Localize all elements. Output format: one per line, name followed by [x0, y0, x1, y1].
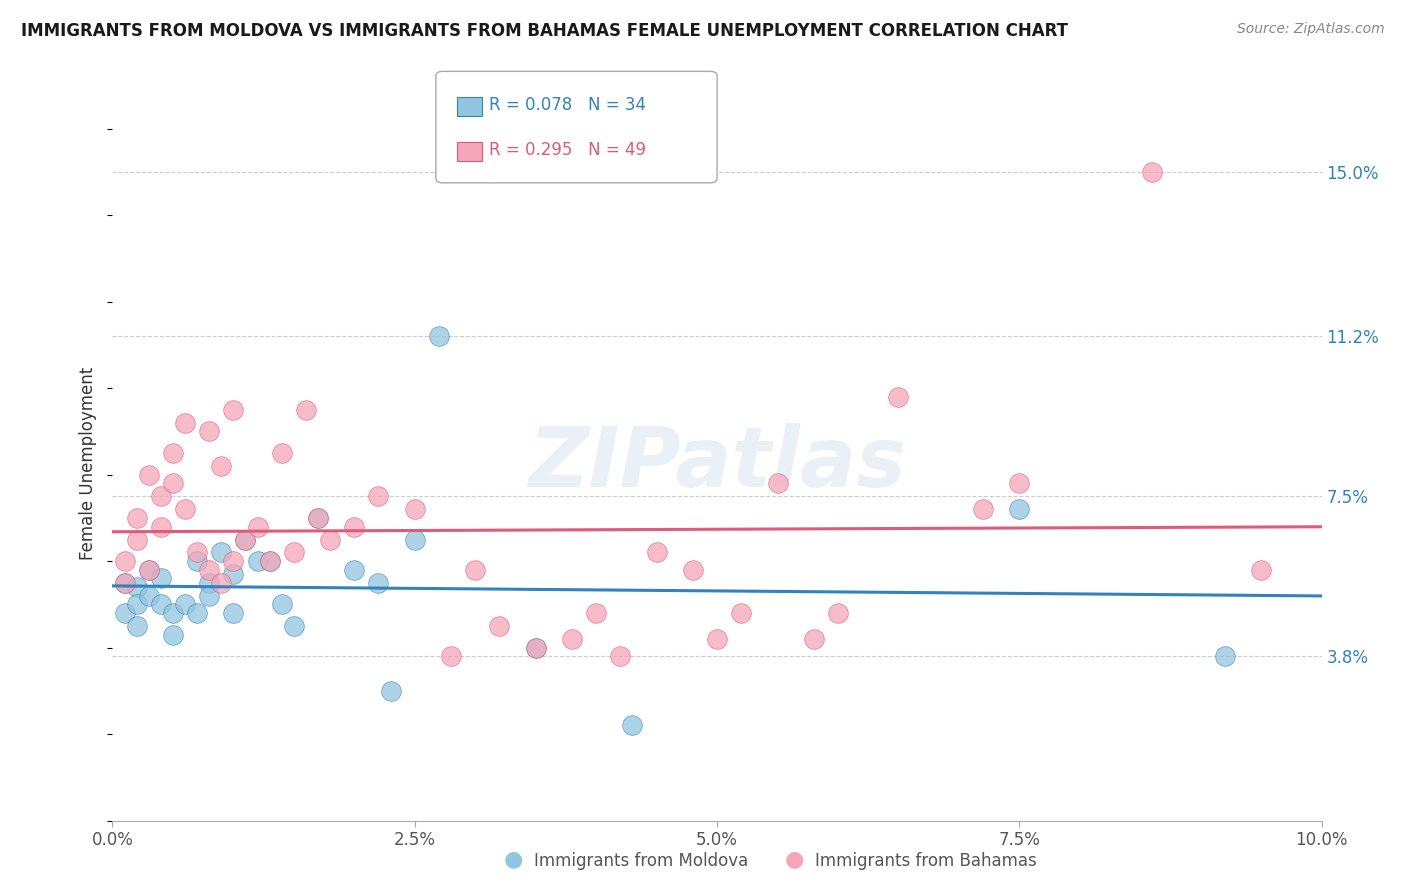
Text: ●: ● [503, 850, 523, 870]
Point [367, 575, 389, 590]
Point [174, 416, 197, 430]
Point [307, 511, 329, 525]
Point [1008, 476, 1031, 491]
Point [125, 533, 148, 547]
Point [198, 589, 221, 603]
Point [730, 606, 752, 620]
Point [186, 545, 208, 559]
Point [246, 554, 269, 568]
Point [198, 425, 221, 439]
Point [1142, 165, 1164, 179]
Point [283, 619, 305, 633]
Point [209, 575, 232, 590]
Text: ZIPatlas: ZIPatlas [529, 424, 905, 504]
Point [440, 649, 463, 664]
Point [138, 563, 160, 577]
Text: R = 0.295   N = 49: R = 0.295 N = 49 [489, 141, 647, 159]
Point [343, 519, 366, 533]
Text: IMMIGRANTS FROM MOLDOVA VS IMMIGRANTS FROM BAHAMAS FEMALE UNEMPLOYMENT CORRELATI: IMMIGRANTS FROM MOLDOVA VS IMMIGRANTS FR… [21, 22, 1069, 40]
Y-axis label: Female Unemployment: Female Unemployment [79, 368, 97, 560]
Point [149, 571, 172, 585]
Point [766, 476, 789, 491]
Point [524, 640, 547, 655]
Point [114, 554, 136, 568]
Point [149, 489, 172, 503]
Point [682, 563, 704, 577]
Point [283, 545, 305, 559]
Point [186, 606, 208, 620]
Text: R = 0.078   N = 34: R = 0.078 N = 34 [489, 95, 647, 113]
Point [585, 606, 607, 620]
Point [307, 511, 329, 525]
Point [114, 606, 136, 620]
Point [609, 649, 631, 664]
Point [524, 640, 547, 655]
Point [645, 545, 668, 559]
Text: Immigrants from Moldova: Immigrants from Moldova [534, 852, 748, 870]
Point [887, 390, 910, 404]
Text: ●: ● [785, 850, 804, 870]
Point [114, 575, 136, 590]
Point [125, 580, 148, 594]
Point [259, 554, 281, 568]
Point [404, 502, 426, 516]
Point [209, 458, 232, 473]
Point [209, 545, 232, 559]
Point [235, 533, 257, 547]
Point [464, 563, 486, 577]
Point [621, 718, 644, 732]
Point [343, 563, 366, 577]
Point [174, 502, 197, 516]
Point [162, 446, 184, 460]
Point [149, 598, 172, 612]
Point [259, 554, 281, 568]
Point [222, 606, 245, 620]
Point [162, 628, 184, 642]
Point [125, 619, 148, 633]
Point [295, 402, 318, 417]
Point [174, 598, 197, 612]
Point [427, 329, 450, 343]
Point [222, 554, 245, 568]
Point [149, 519, 172, 533]
Point [827, 606, 849, 620]
Point [367, 489, 389, 503]
Point [162, 476, 184, 491]
Point [319, 533, 342, 547]
Point [235, 533, 257, 547]
Point [270, 446, 292, 460]
Point [114, 575, 136, 590]
Text: Source: ZipAtlas.com: Source: ZipAtlas.com [1237, 22, 1385, 37]
Point [162, 606, 184, 620]
Point [488, 619, 510, 633]
Point [138, 563, 160, 577]
Point [1008, 502, 1031, 516]
Point [246, 519, 269, 533]
Point [222, 567, 245, 582]
Point [1250, 563, 1272, 577]
Point [380, 684, 402, 698]
Point [198, 563, 221, 577]
Point [404, 533, 426, 547]
Point [803, 632, 825, 646]
Point [1213, 649, 1236, 664]
Point [706, 632, 728, 646]
Point [270, 598, 292, 612]
Point [125, 598, 148, 612]
Point [972, 502, 994, 516]
Point [138, 589, 160, 603]
Point [186, 554, 208, 568]
Point [198, 575, 221, 590]
Point [138, 467, 160, 482]
Point [222, 402, 245, 417]
Text: Immigrants from Bahamas: Immigrants from Bahamas [815, 852, 1038, 870]
Point [125, 511, 148, 525]
Point [561, 632, 583, 646]
